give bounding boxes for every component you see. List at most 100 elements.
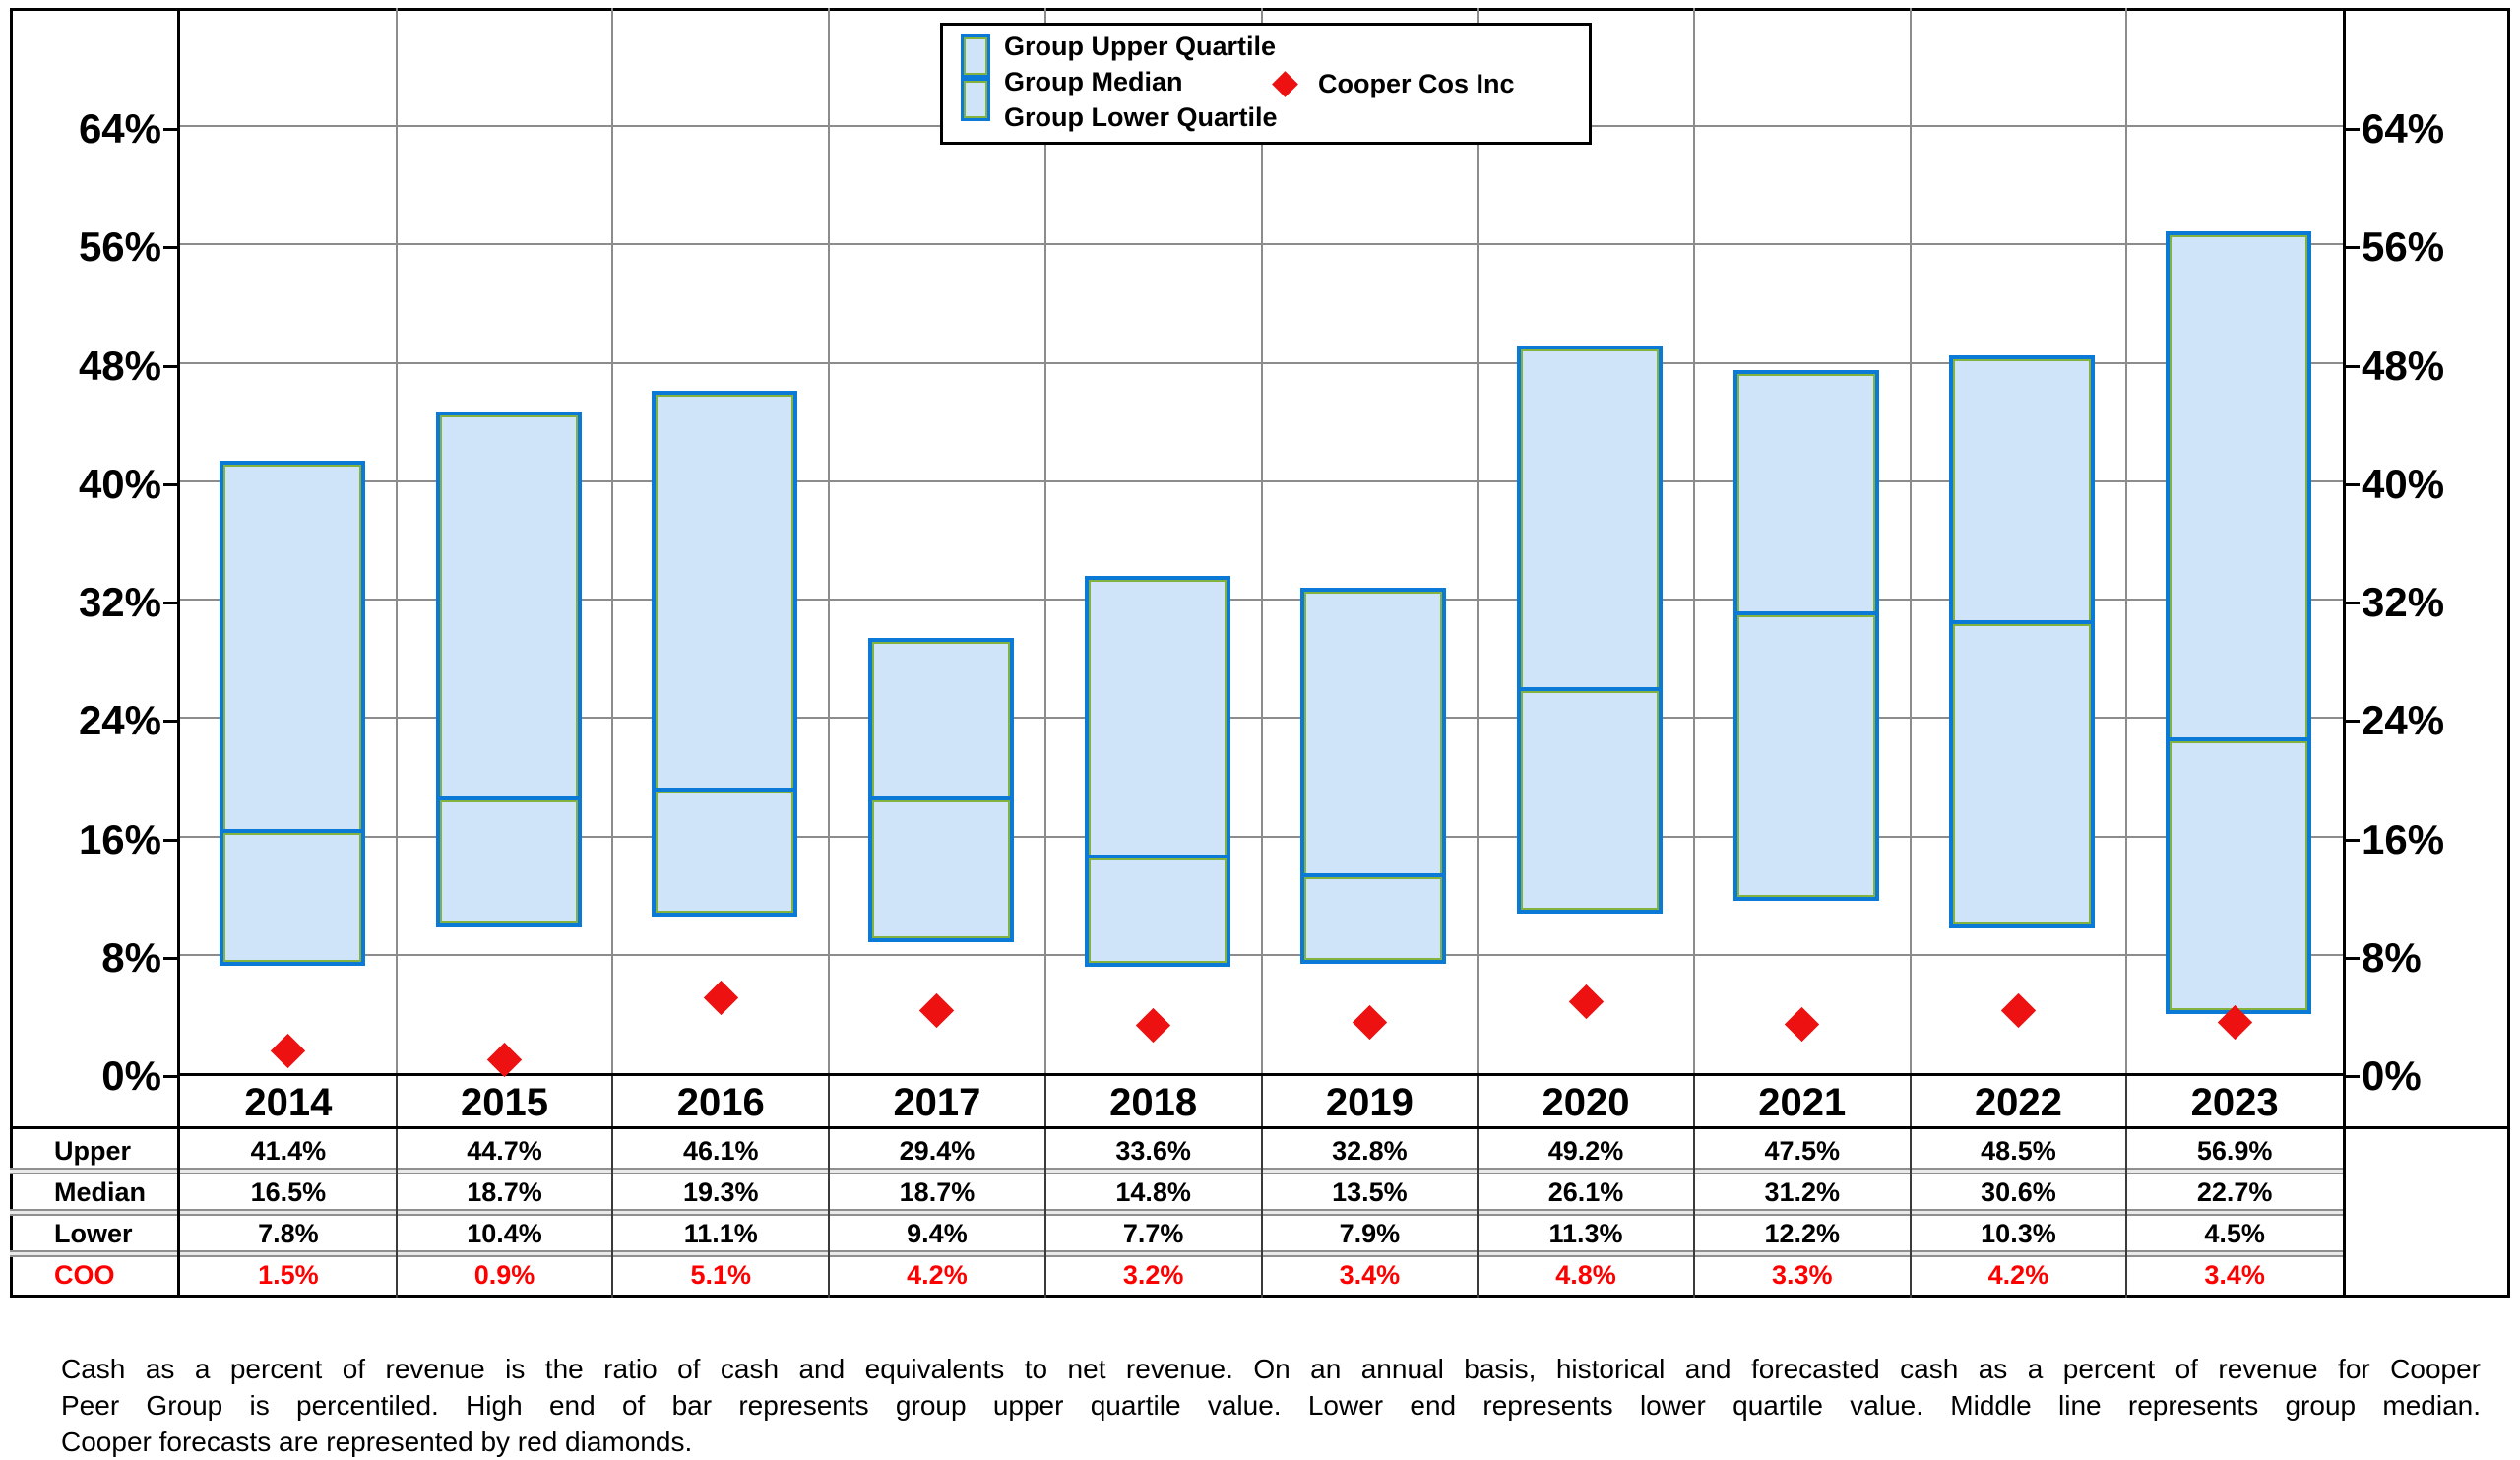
y-axis-label-right: 32%: [2362, 579, 2445, 626]
column-divider: [395, 1076, 398, 1298]
column-divider: [2125, 1076, 2128, 1298]
column-divider: [1477, 1076, 1480, 1298]
table-cell: 12.2%: [1764, 1219, 1841, 1248]
cooper-diamond-marker: [1352, 1005, 1388, 1041]
y-axis-label-right: 56%: [2362, 223, 2445, 271]
quartile-bar-lower-segment: [435, 795, 582, 927]
x-gridline: [1043, 8, 1046, 1073]
y-tick-right: [2346, 128, 2360, 132]
cooper-diamond-marker: [703, 980, 738, 1016]
y-tick-left: [163, 838, 177, 842]
table-cell: 7.8%: [258, 1219, 319, 1248]
y-tick-right: [2346, 364, 2360, 368]
quartile-bar-lower-segment: [1084, 854, 1230, 968]
table-cell: 10.3%: [1981, 1219, 2056, 1248]
x-gridline: [611, 8, 614, 1073]
legend-label-median: Group Median: [1004, 67, 1183, 96]
table-cell: 19.3%: [682, 1177, 759, 1207]
table-cell: 11.3%: [1548, 1219, 1623, 1248]
table-cell: 33.6%: [1115, 1136, 1191, 1166]
cooper-diamond-marker: [1785, 1006, 1820, 1043]
y-axis-label-right: 40%: [2362, 460, 2445, 507]
table-cell: 41.4%: [250, 1136, 327, 1166]
table-row-label: COO: [54, 1260, 115, 1290]
y-tick-left: [163, 128, 177, 132]
table-cell: 0.9%: [473, 1260, 536, 1290]
x-axis-year-label: 2020: [1542, 1081, 1630, 1124]
legend-label-upper-quartile: Group Upper Quartile: [1004, 32, 1277, 61]
y-axis-label-left: 40%: [78, 460, 161, 507]
column-divider: [1692, 1076, 1695, 1298]
column-divider: [177, 1076, 180, 1298]
y-axis-label-right: 0%: [2362, 1052, 2422, 1099]
quartile-bar-lower-segment: [652, 787, 798, 918]
table-cell: 29.4%: [899, 1136, 976, 1166]
y-tick-right: [2346, 1075, 2360, 1078]
table-cell: 4.8%: [1555, 1260, 1616, 1290]
table-cell: 14.8%: [1115, 1177, 1191, 1207]
y-axis-label-left: 64%: [78, 105, 161, 153]
quartile-bar-lower-segment: [1300, 873, 1447, 965]
x-axis-year-label: 2016: [676, 1081, 765, 1124]
table-cell: 18.7%: [467, 1177, 542, 1207]
table-cell: 18.7%: [899, 1177, 976, 1207]
table-cell: 32.8%: [1332, 1136, 1408, 1166]
quartile-bar-upper-segment: [652, 391, 798, 795]
footnote-line: Cash as a percent of revenue is the rati…: [61, 1354, 2481, 1384]
table-cell: 4.2%: [907, 1260, 968, 1290]
cooper-diamond-marker: [271, 1033, 306, 1069]
cooper-diamond-marker: [919, 993, 955, 1029]
footnote-line: Peer Group is percentiled. High end of b…: [61, 1390, 2481, 1421]
quartile-bar-lower-segment: [1517, 686, 1664, 915]
x-axis-year-label: 2015: [461, 1081, 549, 1124]
y-tick-left: [163, 602, 177, 605]
table-cell: 26.1%: [1547, 1177, 1624, 1207]
quartile-bar-lower-segment: [219, 829, 365, 966]
table-cell: 11.1%: [683, 1219, 758, 1248]
cooper-diamond-marker: [486, 1042, 523, 1078]
quartile-bar-upper-segment: [1949, 355, 2096, 629]
x-axis-year-label: 2021: [1758, 1081, 1847, 1124]
table-top-line: [10, 1126, 2510, 1129]
quartile-bar-lower-segment: [1949, 620, 2096, 929]
table-cell: 3.4%: [1339, 1260, 1401, 1290]
y-axis-label-left: 0%: [101, 1052, 161, 1099]
y-tick-right: [2346, 482, 2360, 486]
table-cell: 3.4%: [2204, 1260, 2265, 1290]
table-cell: 9.4%: [907, 1219, 968, 1248]
column-divider: [2343, 1076, 2346, 1298]
quartile-bar-lower-segment: [867, 795, 1014, 942]
x-axis-year-label: 2022: [1974, 1081, 2062, 1124]
x-gridline: [828, 8, 831, 1073]
footnote: Cash as a percent of revenue is the rati…: [61, 1351, 2481, 1460]
cooper-diamond-icon: [1272, 70, 1298, 97]
quartile-bar-upper-segment: [867, 638, 1014, 804]
y-tick-left: [163, 720, 177, 724]
y-axis-label-left: 48%: [78, 342, 161, 389]
quartile-bar-upper-segment: [1300, 588, 1447, 882]
x-gridline: [1477, 8, 1480, 1073]
footnote-line: Cooper forecasts are represented by red …: [61, 1427, 693, 1457]
x-gridline: [2125, 8, 2128, 1073]
x-axis-year-label: 2018: [1109, 1081, 1198, 1124]
cooper-diamond-marker: [1135, 1008, 1171, 1044]
column-divider: [1909, 1076, 1912, 1298]
table-row-label: Upper: [54, 1136, 132, 1166]
legend-cooper-entry: Cooper Cos Inc: [1272, 26, 1515, 142]
cooper-diamond-marker: [2000, 993, 2037, 1029]
table-cell: 7.9%: [1339, 1219, 1401, 1248]
x-axis-year-label: 2023: [2190, 1081, 2279, 1124]
y-tick-right: [2346, 838, 2360, 842]
column-divider: [1043, 1076, 1046, 1298]
quartile-bar-upper-segment: [435, 412, 582, 804]
legend-label-cooper: Cooper Cos Inc: [1318, 68, 1515, 98]
y-axis-label-right: 64%: [2362, 105, 2445, 153]
row-separator: [10, 1250, 2345, 1257]
quartile-bar-upper-segment: [219, 460, 365, 838]
table-cell: 46.1%: [682, 1136, 759, 1166]
legend-swatch-lower-box: [961, 78, 990, 121]
column-divider: [611, 1076, 614, 1298]
table-cell: 3.2%: [1122, 1260, 1184, 1290]
y-axis-label-left: 24%: [78, 697, 161, 744]
